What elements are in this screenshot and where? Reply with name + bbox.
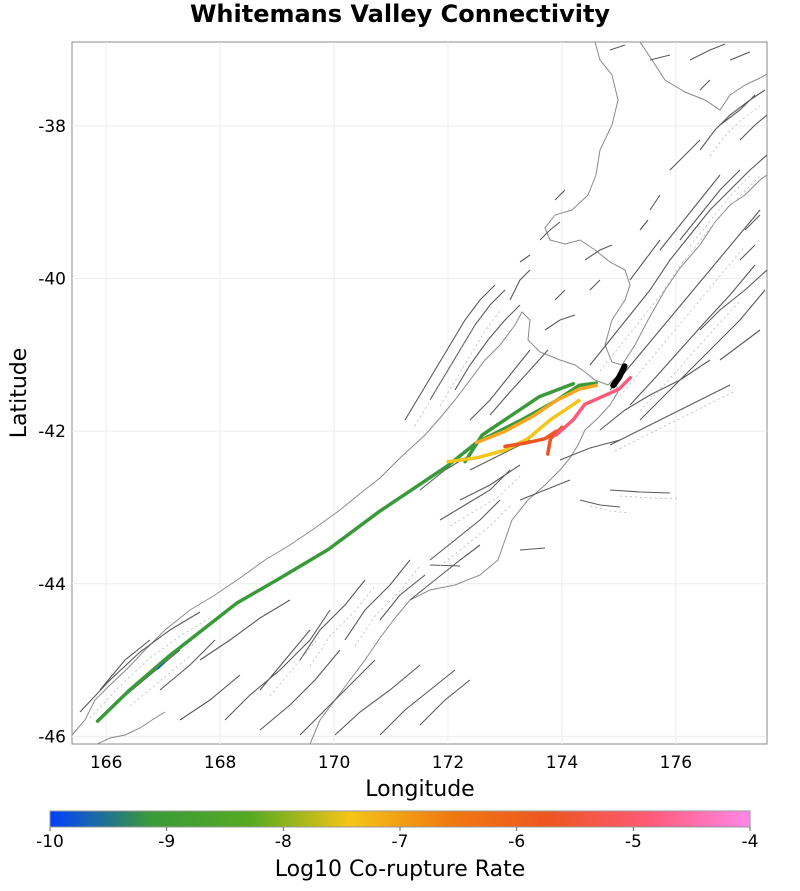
fault-trace xyxy=(79,439,621,736)
fault-hatching xyxy=(89,105,761,719)
colorbar-tick-label: -4 xyxy=(742,832,759,852)
x-tick-label: 166 xyxy=(90,753,122,773)
x-tick-label: 176 xyxy=(660,753,692,773)
chart-title: Whitemans Valley Connectivity xyxy=(190,0,610,28)
x-tick-label: 174 xyxy=(546,753,578,773)
colorbar xyxy=(49,810,751,828)
x-tick-label: 172 xyxy=(432,753,464,773)
y-tick-label: -44 xyxy=(38,575,66,595)
map-background xyxy=(72,42,767,744)
coastline-south-island xyxy=(72,311,619,744)
source-fault xyxy=(610,363,628,389)
colorbar-tick-label: -7 xyxy=(392,832,409,852)
y-tick-label: -46 xyxy=(38,727,66,747)
fault-trace xyxy=(404,269,576,421)
rupture-trace xyxy=(503,429,558,449)
fault-network xyxy=(79,43,767,736)
fault-trace xyxy=(519,43,767,446)
y-axis-ticks: -38 -40 -42 -44 -46 xyxy=(38,117,66,747)
colorbar-label: Log10 Co-rupture Rate xyxy=(275,857,526,882)
plot-area xyxy=(71,41,768,745)
x-axis-label: Longitude xyxy=(365,777,474,802)
coastline-north-island xyxy=(544,42,767,366)
colorbar-tick-label: -5 xyxy=(625,832,642,852)
x-tick-label: 170 xyxy=(318,753,350,773)
colorbar-tick-label: -10 xyxy=(36,832,64,852)
y-axis-label: Latitude xyxy=(7,348,32,439)
coastline-north-island-east xyxy=(639,42,767,111)
grid-lines xyxy=(72,42,767,744)
colorbar-tick-label: -6 xyxy=(508,832,525,852)
colorbar-tick-label: -8 xyxy=(275,832,292,852)
fault-trace xyxy=(429,79,761,567)
x-axis-ticks: 166 168 170 172 174 176 xyxy=(90,753,692,773)
colorbar-ticks: -10 -9 -8 -7 -6 -5 -4 xyxy=(36,827,758,852)
rupture-trace xyxy=(474,383,598,445)
source-fault-trace xyxy=(610,363,628,389)
x-tick-label: 168 xyxy=(204,753,236,773)
y-tick-label: -40 xyxy=(38,270,66,290)
coastline-stewart-inlet xyxy=(95,711,166,744)
y-tick-label: -42 xyxy=(38,422,66,442)
colorbar-tick-label: -9 xyxy=(158,832,175,852)
rupture-traces xyxy=(95,375,633,723)
rupture-trace xyxy=(554,375,633,437)
y-tick-label: -38 xyxy=(38,117,66,137)
